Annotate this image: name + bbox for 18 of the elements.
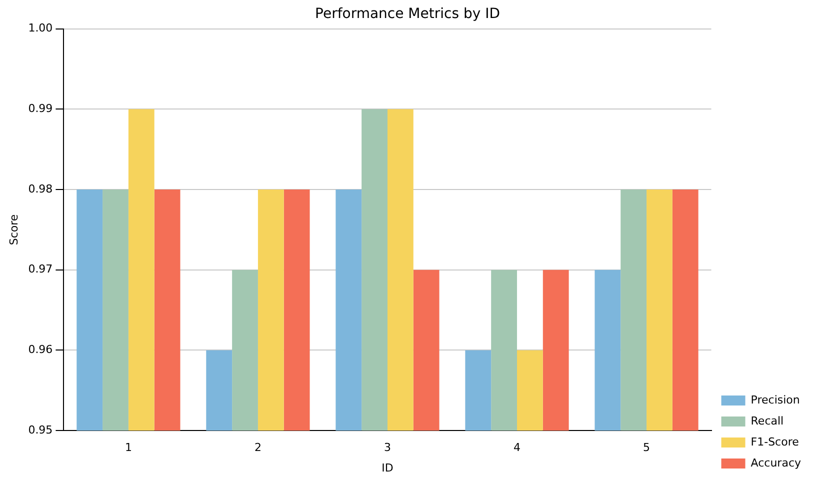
x-tick-label: 2 (254, 441, 262, 454)
legend-label: Recall (750, 414, 784, 428)
chart-title: Performance Metrics by ID (315, 6, 500, 22)
x-axis-title: ID (382, 461, 394, 474)
y-axis-title: Score (7, 214, 20, 246)
x-tick-label: 1 (124, 441, 132, 454)
y-tick-label: 1.00 (28, 22, 53, 35)
y-tick-label: 0.97 (28, 262, 53, 276)
y-tick-label: 0.95 (28, 423, 53, 436)
y-tick-label: 0.96 (28, 343, 53, 356)
legend-label: Precision (750, 393, 800, 406)
legend-label: Accuracy (750, 456, 802, 470)
x-tick-label: 3 (384, 441, 391, 454)
x-tick-label: 5 (643, 441, 650, 454)
x-tick-label: 4 (514, 441, 521, 454)
legend-label: F1-Score (750, 435, 800, 448)
y-tick-label: 0.98 (28, 182, 53, 196)
y-tick-label: 0.99 (28, 102, 53, 116)
